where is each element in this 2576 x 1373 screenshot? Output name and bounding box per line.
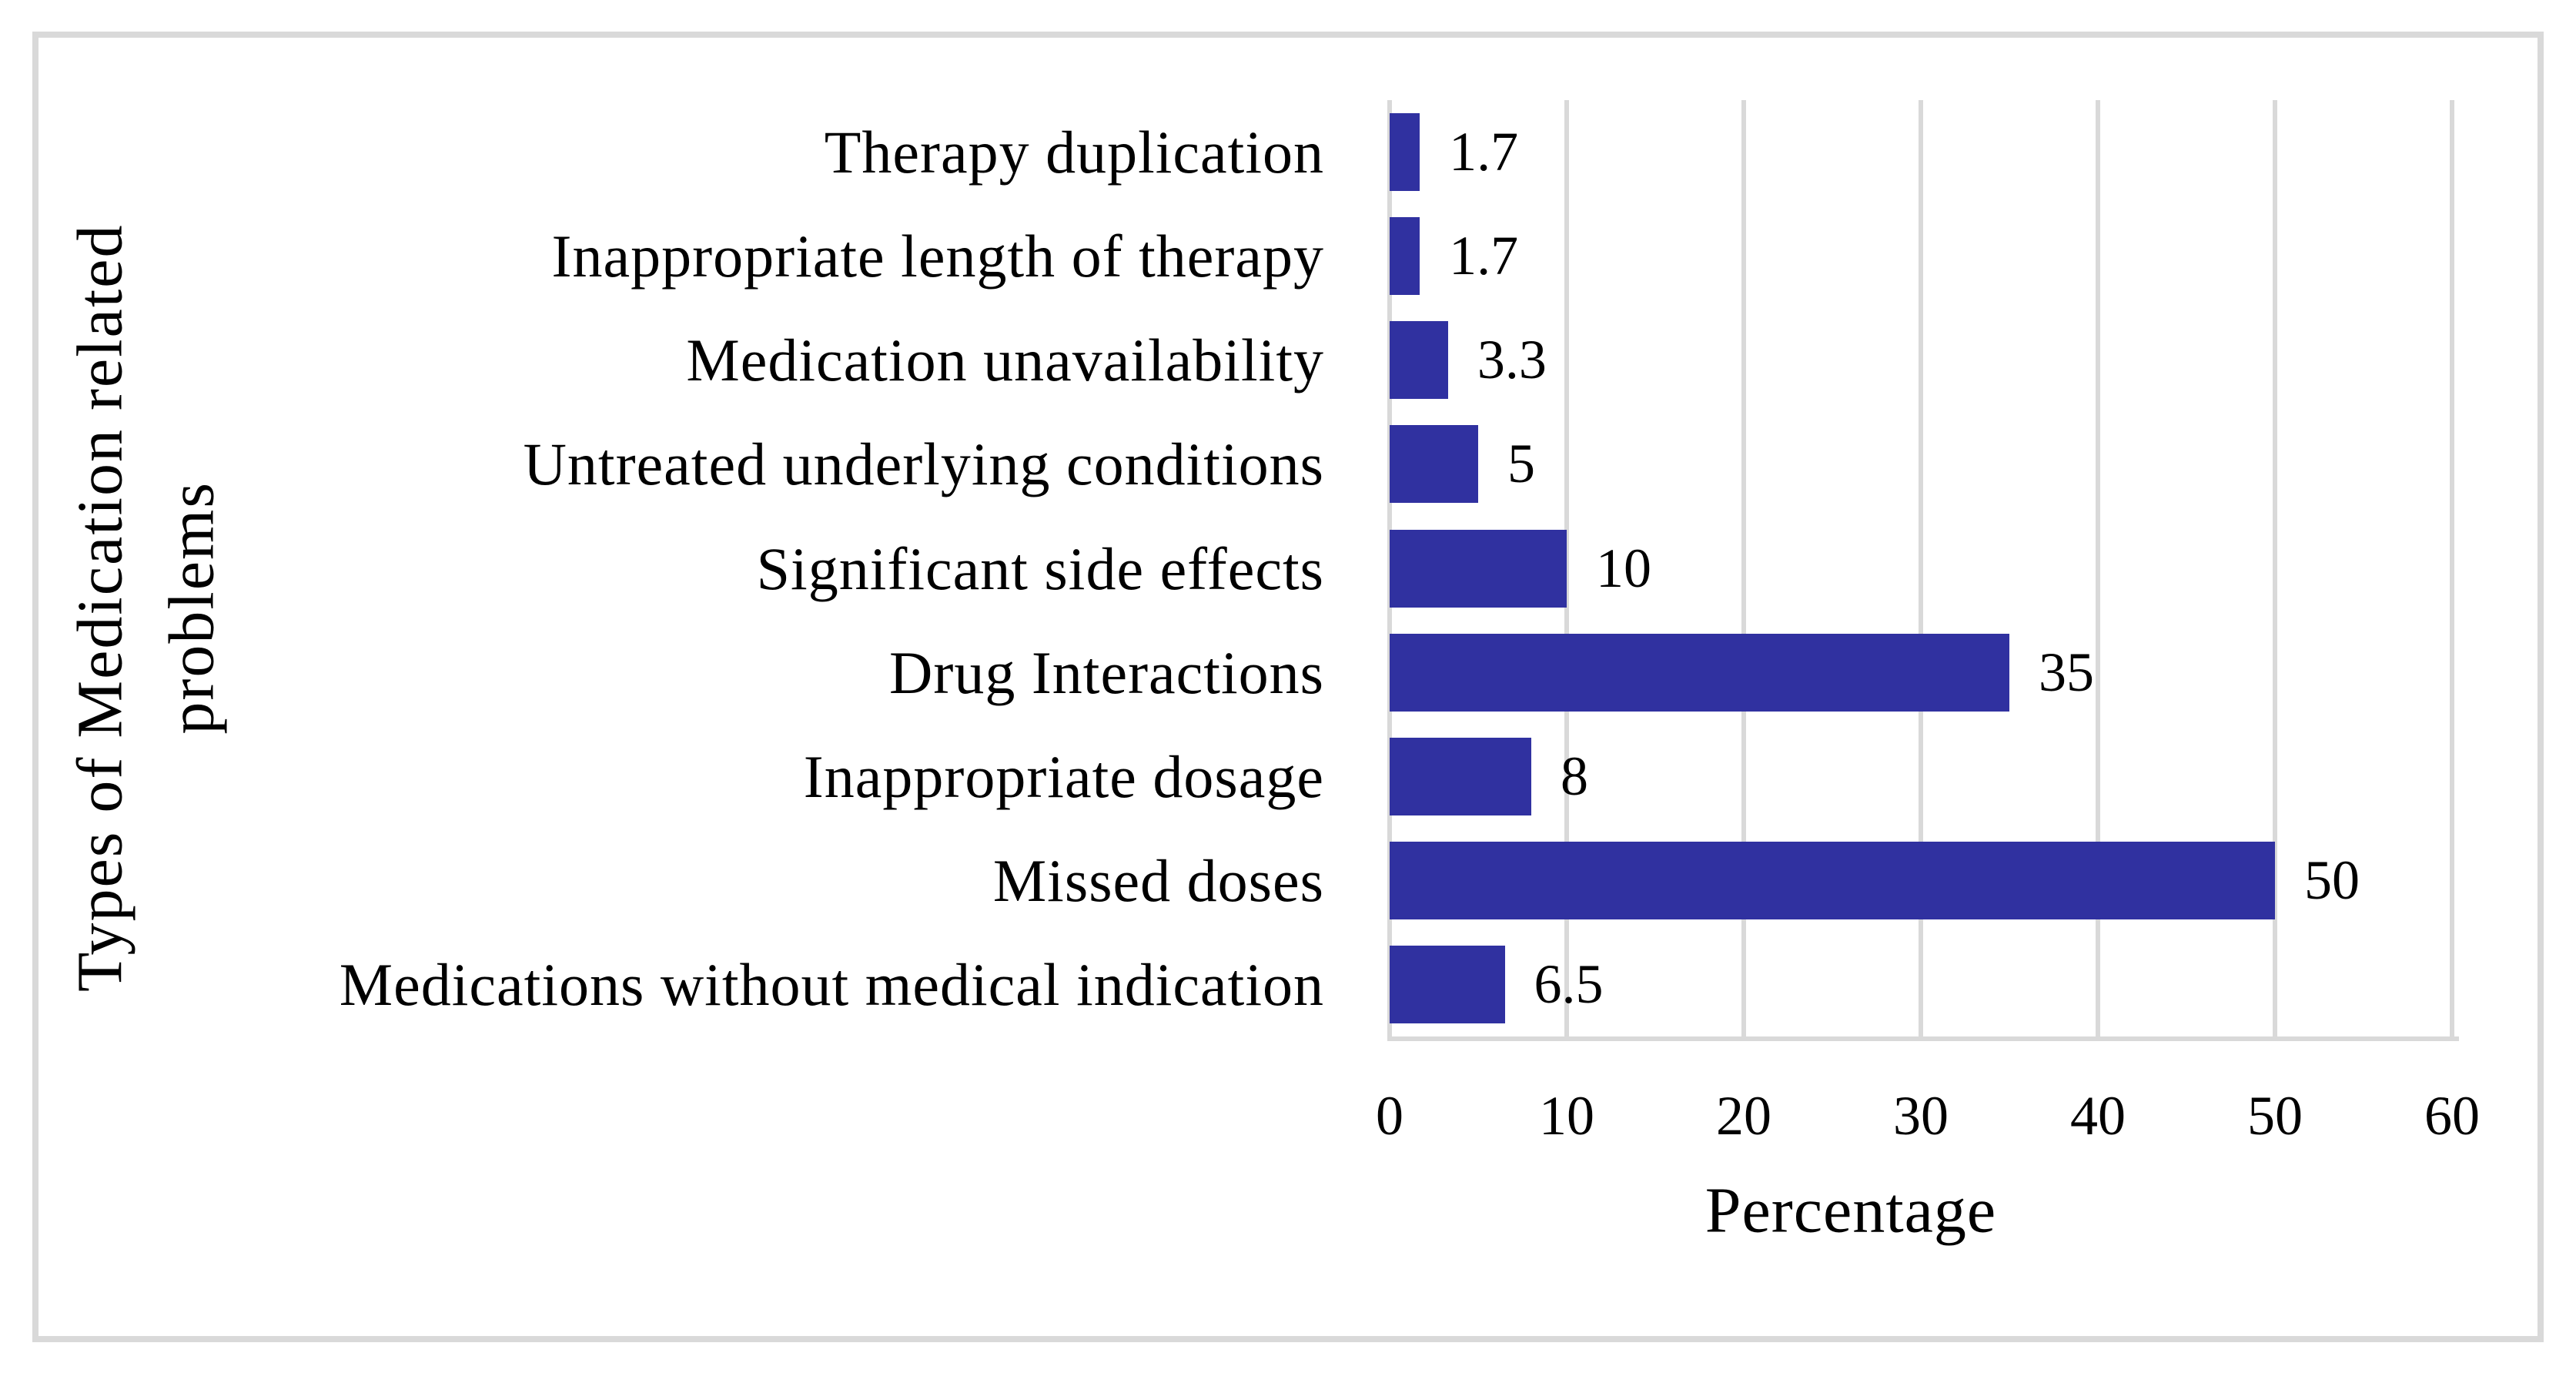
bar xyxy=(1390,737,1531,815)
category-label: Medications without medical indication xyxy=(339,950,1324,1018)
category-label: Drug Interactions xyxy=(889,638,1324,706)
chart-panel-border xyxy=(32,32,2544,1342)
bar-value-label: 3.3 xyxy=(1477,329,1547,391)
gridline-x-20 xyxy=(1741,100,1746,1041)
x-tick-label: 60 xyxy=(2424,1085,2480,1147)
bar xyxy=(1390,217,1420,296)
gridline-x-30 xyxy=(1919,100,1923,1041)
bar-value-label: 35 xyxy=(2039,641,2094,703)
y-axis-title: Types of Medication related problems xyxy=(55,30,239,1185)
gridline-x-50 xyxy=(2273,100,2277,1041)
category-label: Therapy duplication xyxy=(824,119,1324,186)
bar xyxy=(1390,841,2275,919)
bar-value-label: 50 xyxy=(2304,849,2360,911)
x-tick-label: 10 xyxy=(1539,1085,1594,1147)
category-label: Inappropriate length of therapy xyxy=(551,223,1324,290)
bar-value-label: 1.7 xyxy=(1449,225,1519,287)
x-tick-label: 40 xyxy=(2070,1085,2126,1147)
bar xyxy=(1390,321,1448,400)
category-label: Inappropriate dosage xyxy=(803,742,1324,810)
bar-value-label: 8 xyxy=(1561,745,1588,807)
bar-value-label: 5 xyxy=(1507,433,1535,495)
x-axis-title: Percentage xyxy=(1705,1174,1997,1247)
x-axis-line xyxy=(1387,1036,2459,1041)
category-label: Untreated underlying conditions xyxy=(523,430,1324,498)
bar-value-label: 1.7 xyxy=(1449,121,1519,183)
x-tick-label: 0 xyxy=(1376,1085,1403,1147)
gridline-x-60 xyxy=(2450,100,2454,1041)
bar xyxy=(1390,425,1478,504)
x-tick-label: 30 xyxy=(1893,1085,1949,1147)
bar-value-label: 10 xyxy=(1596,537,1651,599)
gridline-x-10 xyxy=(1564,100,1569,1041)
y-axis-title-line-2: problems xyxy=(156,481,228,735)
x-tick-label: 20 xyxy=(1716,1085,1771,1147)
category-label: Significant side effects xyxy=(756,534,1324,602)
bar-value-label: 6.5 xyxy=(1534,953,1604,1015)
bar xyxy=(1390,633,2009,712)
category-label: Missed doses xyxy=(992,846,1324,914)
gridline-x-40 xyxy=(2096,100,2100,1041)
x-tick-label: 50 xyxy=(2247,1085,2303,1147)
bar xyxy=(1390,113,1420,192)
bar xyxy=(1390,529,1567,608)
bar xyxy=(1390,945,1505,1023)
y-axis-title-line-1: Types of Medication related xyxy=(64,223,136,992)
category-label: Medication unavailability xyxy=(686,327,1324,394)
